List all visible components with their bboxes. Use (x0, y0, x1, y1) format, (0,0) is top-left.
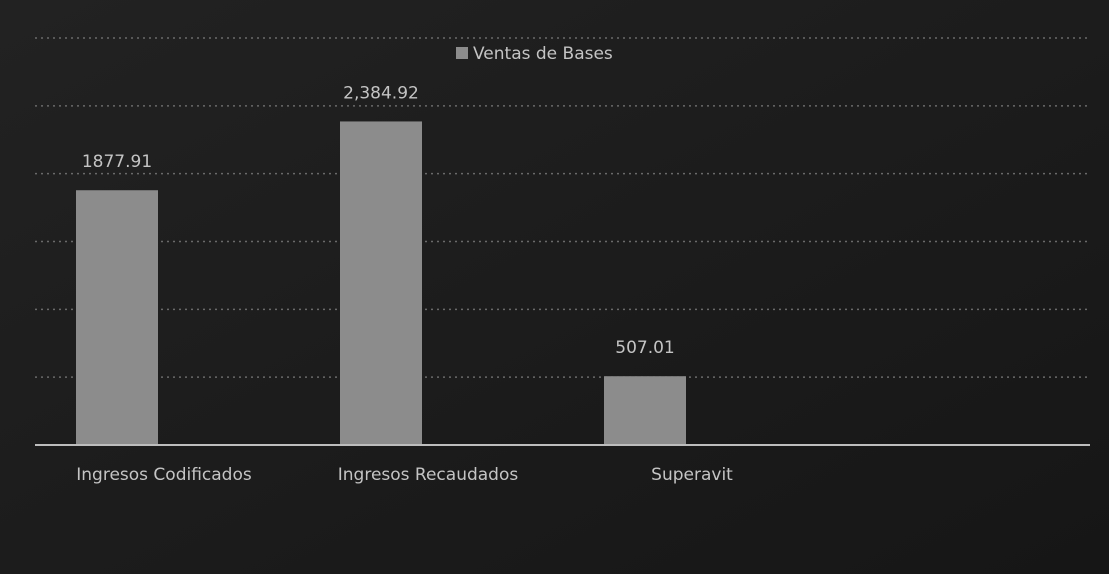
data-label: 2,384.92 (343, 83, 419, 103)
x-tick-label: Ingresos Recaudados (338, 465, 519, 485)
data-label: 1877.91 (82, 152, 152, 172)
x-tick-label: Superavit (651, 465, 733, 485)
x-tick-label: Ingresos Codificados (76, 465, 252, 485)
bar (604, 376, 686, 445)
bar (76, 190, 158, 445)
bar (340, 121, 422, 445)
legend-swatch (456, 47, 468, 59)
legend-label: Ventas de Bases (473, 44, 613, 64)
data-label: 507.01 (615, 338, 674, 358)
